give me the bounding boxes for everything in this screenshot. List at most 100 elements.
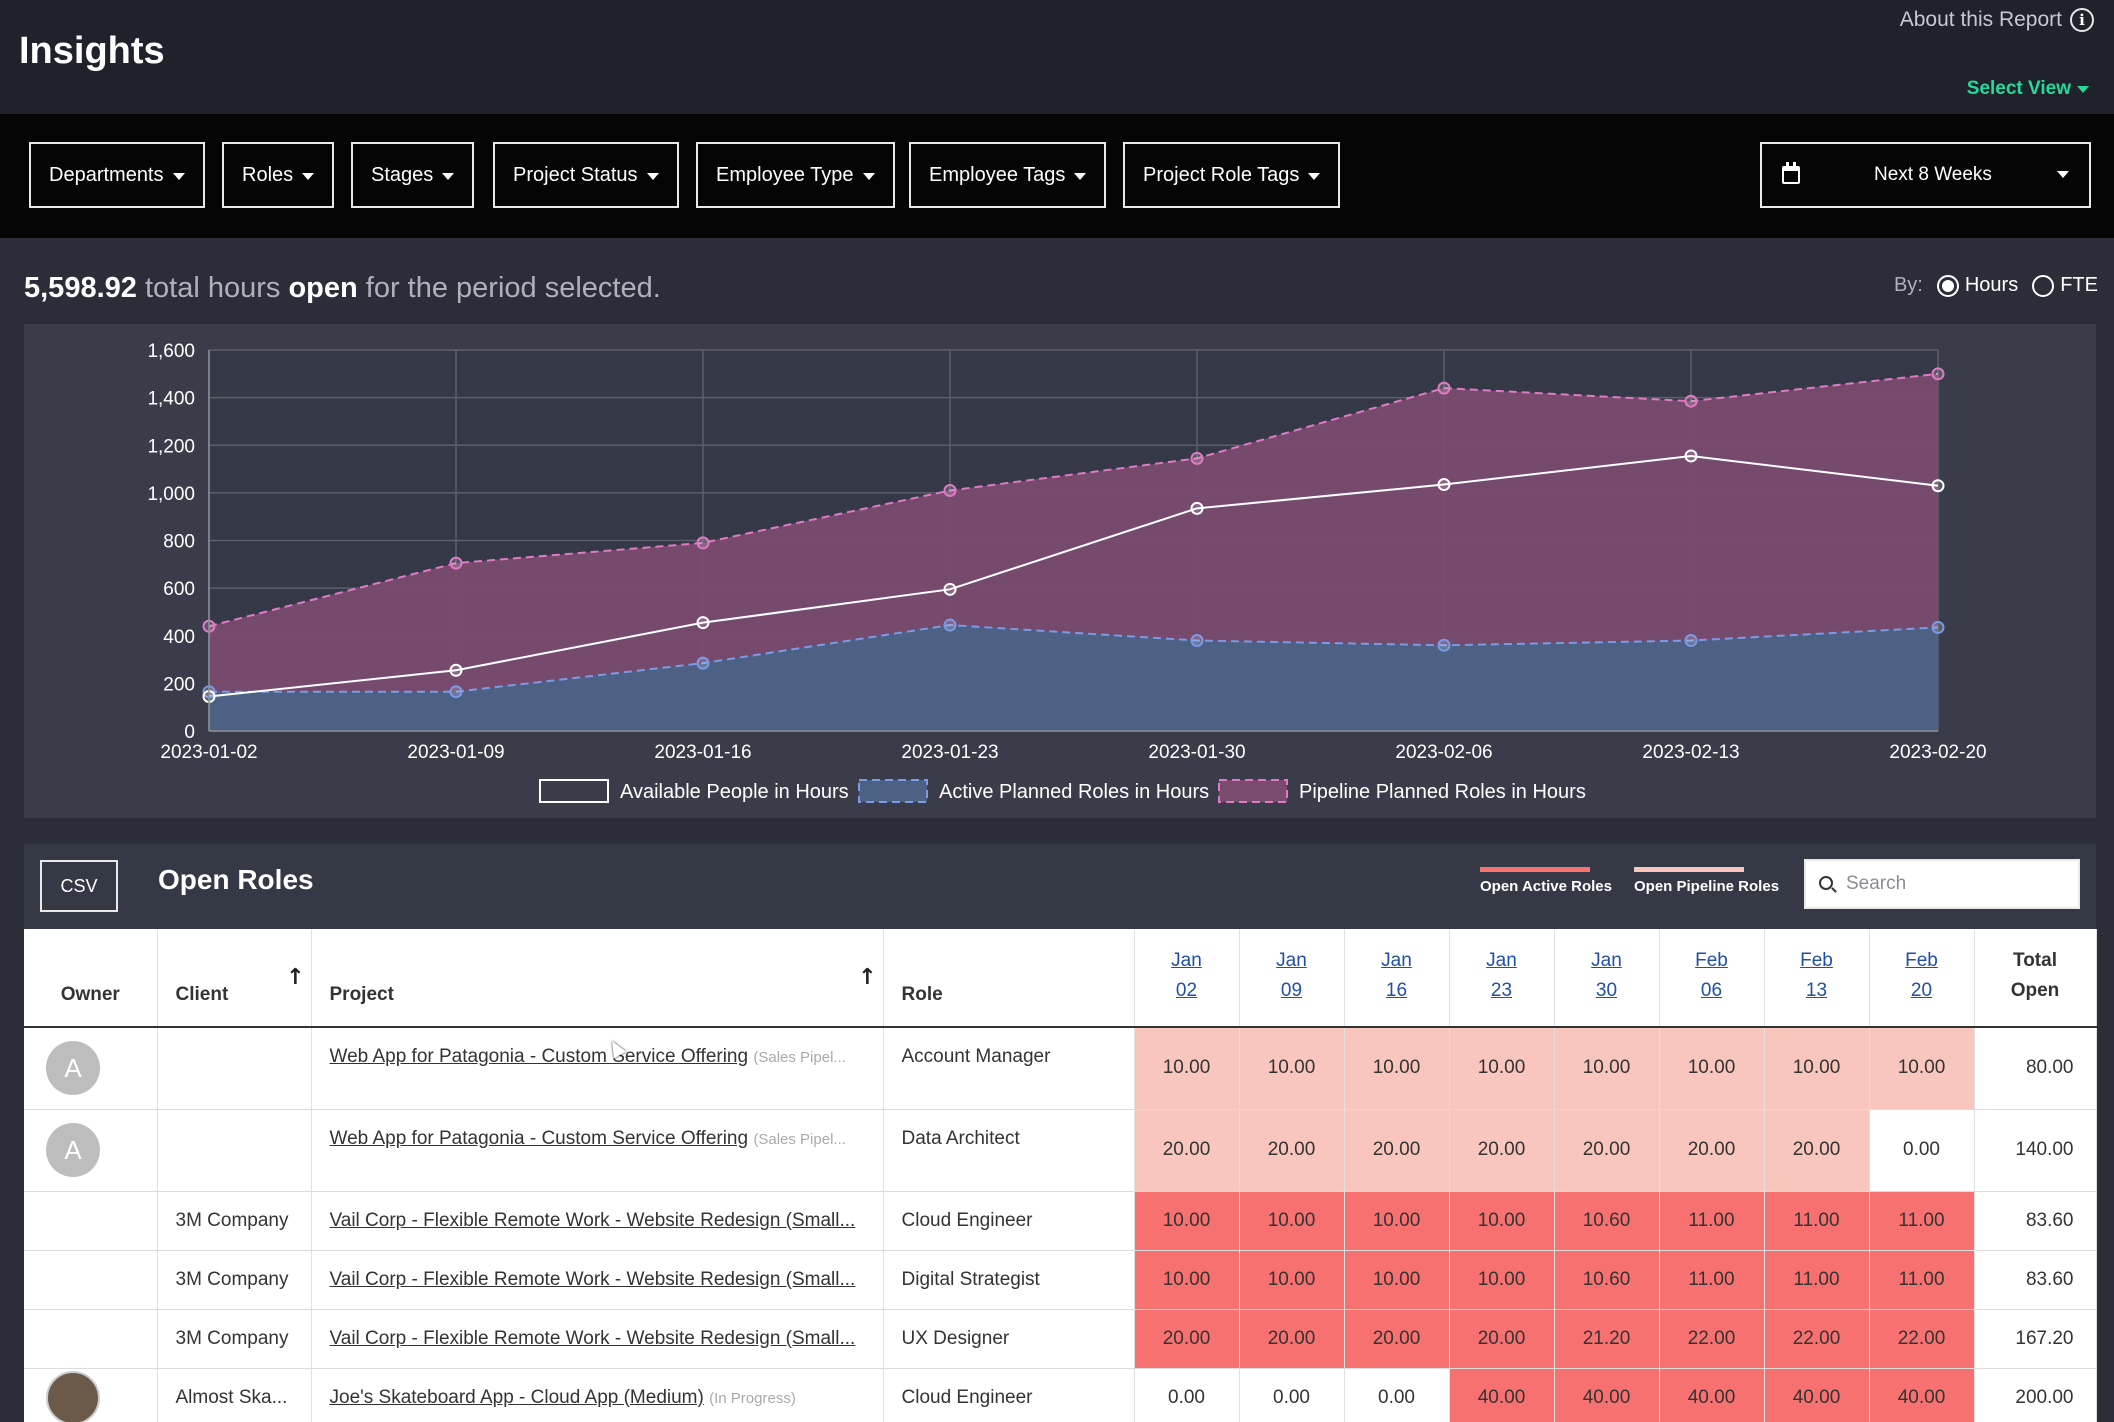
available-point: [1684, 449, 1698, 463]
owner-cell: [24, 1368, 158, 1422]
week-month: Jan: [1591, 950, 1622, 971]
filter-employee-tags[interactable]: Employee Tags: [909, 142, 1107, 208]
hours-cell: 11.00: [1869, 1250, 1975, 1310]
avatar[interactable]: [46, 1370, 100, 1422]
avatar[interactable]: A: [46, 1123, 100, 1177]
caret-down-icon: [862, 173, 875, 180]
caret-down-icon: [1308, 173, 1321, 180]
hours-cell: 20.00: [1344, 1309, 1450, 1369]
col-week[interactable]: Jan 23: [1449, 929, 1555, 1028]
role-cell: Account Manager: [883, 1027, 1135, 1110]
col-week[interactable]: Jan 30: [1554, 929, 1660, 1028]
active-point: [696, 656, 710, 670]
hours-cell: 20.00: [1449, 1309, 1555, 1369]
hours-cell: 22.00: [1869, 1309, 1975, 1369]
active-point: [943, 618, 957, 632]
select-view-dropdown[interactable]: Select View: [1967, 78, 2089, 100]
filter-stages[interactable]: Stages: [351, 142, 475, 208]
filter-label: Departments: [49, 163, 164, 186]
sort-up-icon[interactable]: ↑: [286, 965, 305, 990]
radio-hours-label: Hours: [1964, 274, 2019, 296]
hours-cell: 11.00: [1659, 1191, 1765, 1251]
hours-cell: 10.00: [1134, 1027, 1240, 1110]
col-week[interactable]: Feb 20: [1869, 929, 1975, 1028]
project-link[interactable]: Vail Corp - Flexible Remote Work - Websi…: [329, 1268, 856, 1290]
project-stage: (In Progress): [709, 1389, 796, 1407]
hours-cell: 11.00: [1764, 1250, 1870, 1310]
hours-cell: 10.00: [1554, 1027, 1660, 1110]
col-week[interactable]: Feb 13: [1764, 929, 1870, 1028]
key-pipeline-label: Open Pipeline Roles: [1634, 878, 1780, 895]
hours-cell: 10.00: [1344, 1191, 1450, 1251]
hours-cell: 10.00: [1344, 1250, 1450, 1310]
week-day: 23: [1490, 980, 1513, 1001]
project-link[interactable]: Vail Corp - Flexible Remote Work - Websi…: [329, 1327, 856, 1349]
col-week[interactable]: Feb 06: [1659, 929, 1765, 1028]
pipeline-point: [1437, 381, 1451, 395]
hours-cell: 20.00: [1239, 1109, 1345, 1192]
active-point: [1931, 620, 1945, 634]
about-report-link[interactable]: About this Report i: [1900, 8, 2094, 32]
hours-cell: 11.00: [1869, 1191, 1975, 1251]
project-link[interactable]: Vail Corp - Flexible Remote Work - Websi…: [329, 1209, 856, 1231]
week-month: Feb: [1800, 950, 1833, 971]
col-total-open[interactable]: Total Open: [1974, 929, 2097, 1028]
filter-project-role-tags[interactable]: Project Role Tags: [1123, 142, 1341, 208]
filter-project-status[interactable]: Project Status: [493, 142, 679, 208]
search-input[interactable]: Search: [1804, 859, 2080, 909]
legend-label: Active Planned Roles in Hours: [939, 781, 1209, 803]
col-client[interactable]: Client ↑: [157, 929, 312, 1028]
pipeline-point: [943, 483, 957, 497]
project-link[interactable]: Web App for Patagonia - Custom Service O…: [329, 1046, 749, 1067]
owner-cell: A: [24, 1027, 158, 1110]
week-day: 13: [1805, 980, 1828, 1001]
period-dropdown[interactable]: Next 8 Weeks: [1760, 142, 2091, 208]
hours-cell: 40.00: [1449, 1368, 1555, 1422]
x-tick-label: 2023-01-02: [160, 742, 257, 763]
info-icon: i: [2070, 8, 2094, 32]
col-week[interactable]: Jan 09: [1239, 929, 1345, 1028]
project-stage: (Sales Pipel...: [753, 1049, 846, 1066]
project-link[interactable]: Web App for Patagonia - Custom Service O…: [329, 1127, 749, 1149]
avatar[interactable]: A: [46, 1041, 100, 1096]
y-tick-label: 0: [184, 722, 195, 743]
week-day: 06: [1700, 980, 1723, 1001]
col-week[interactable]: Jan 02: [1134, 929, 1240, 1028]
col-project-label: Project: [329, 984, 394, 1005]
week-month: Jan: [1171, 950, 1202, 971]
hours-cell: 10.00: [1239, 1027, 1345, 1110]
calendar-icon: [1782, 162, 1800, 184]
hours-cell: 0.00: [1134, 1368, 1240, 1422]
radio-hours[interactable]: Hours: [1936, 274, 2019, 297]
col-week[interactable]: Jan 16: [1344, 929, 1450, 1028]
hours-cell: 40.00: [1869, 1368, 1975, 1422]
col-role[interactable]: Role: [883, 929, 1135, 1028]
filter-departments[interactable]: Departments: [29, 142, 205, 208]
filter-employee-type[interactable]: Employee Type: [696, 142, 895, 208]
hours-cell: 20.00: [1449, 1109, 1555, 1192]
sort-up-icon[interactable]: ↑: [858, 965, 877, 990]
hours-cell: 11.00: [1764, 1191, 1870, 1251]
active-line: [209, 624, 1939, 693]
week-day: 09: [1280, 980, 1303, 1001]
open-roles-panel: CSV Open Roles Open Active Roles Open Pi…: [24, 844, 2097, 1422]
col-owner[interactable]: Owner: [24, 929, 158, 1028]
available-point: [696, 616, 710, 630]
week-day: 30: [1595, 980, 1618, 1001]
active-point: [449, 685, 463, 699]
hours-cell: 10.00: [1239, 1191, 1345, 1251]
owner-cell: [24, 1250, 158, 1310]
period-label: Next 8 Weeks: [1874, 164, 1992, 185]
project-cell: Vail Corp - Flexible Remote Work - Websi…: [311, 1250, 884, 1310]
role-cell: Cloud Engineer: [883, 1191, 1135, 1251]
week-day: 20: [1910, 980, 1933, 1001]
col-project[interactable]: Project ↑: [311, 929, 884, 1028]
hours-cell: 20.00: [1239, 1309, 1345, 1369]
filter-roles[interactable]: Roles: [222, 142, 335, 208]
project-cell: Web App for Patagonia - Custom Service O…: [311, 1027, 884, 1110]
csv-button[interactable]: CSV: [40, 860, 118, 912]
by-label: By:: [1893, 274, 1923, 296]
role-cell: UX Designer: [883, 1309, 1135, 1369]
radio-fte[interactable]: FTE: [2032, 274, 2098, 297]
project-link[interactable]: Joe's Skateboard App - Cloud App (Medium…: [329, 1386, 704, 1408]
